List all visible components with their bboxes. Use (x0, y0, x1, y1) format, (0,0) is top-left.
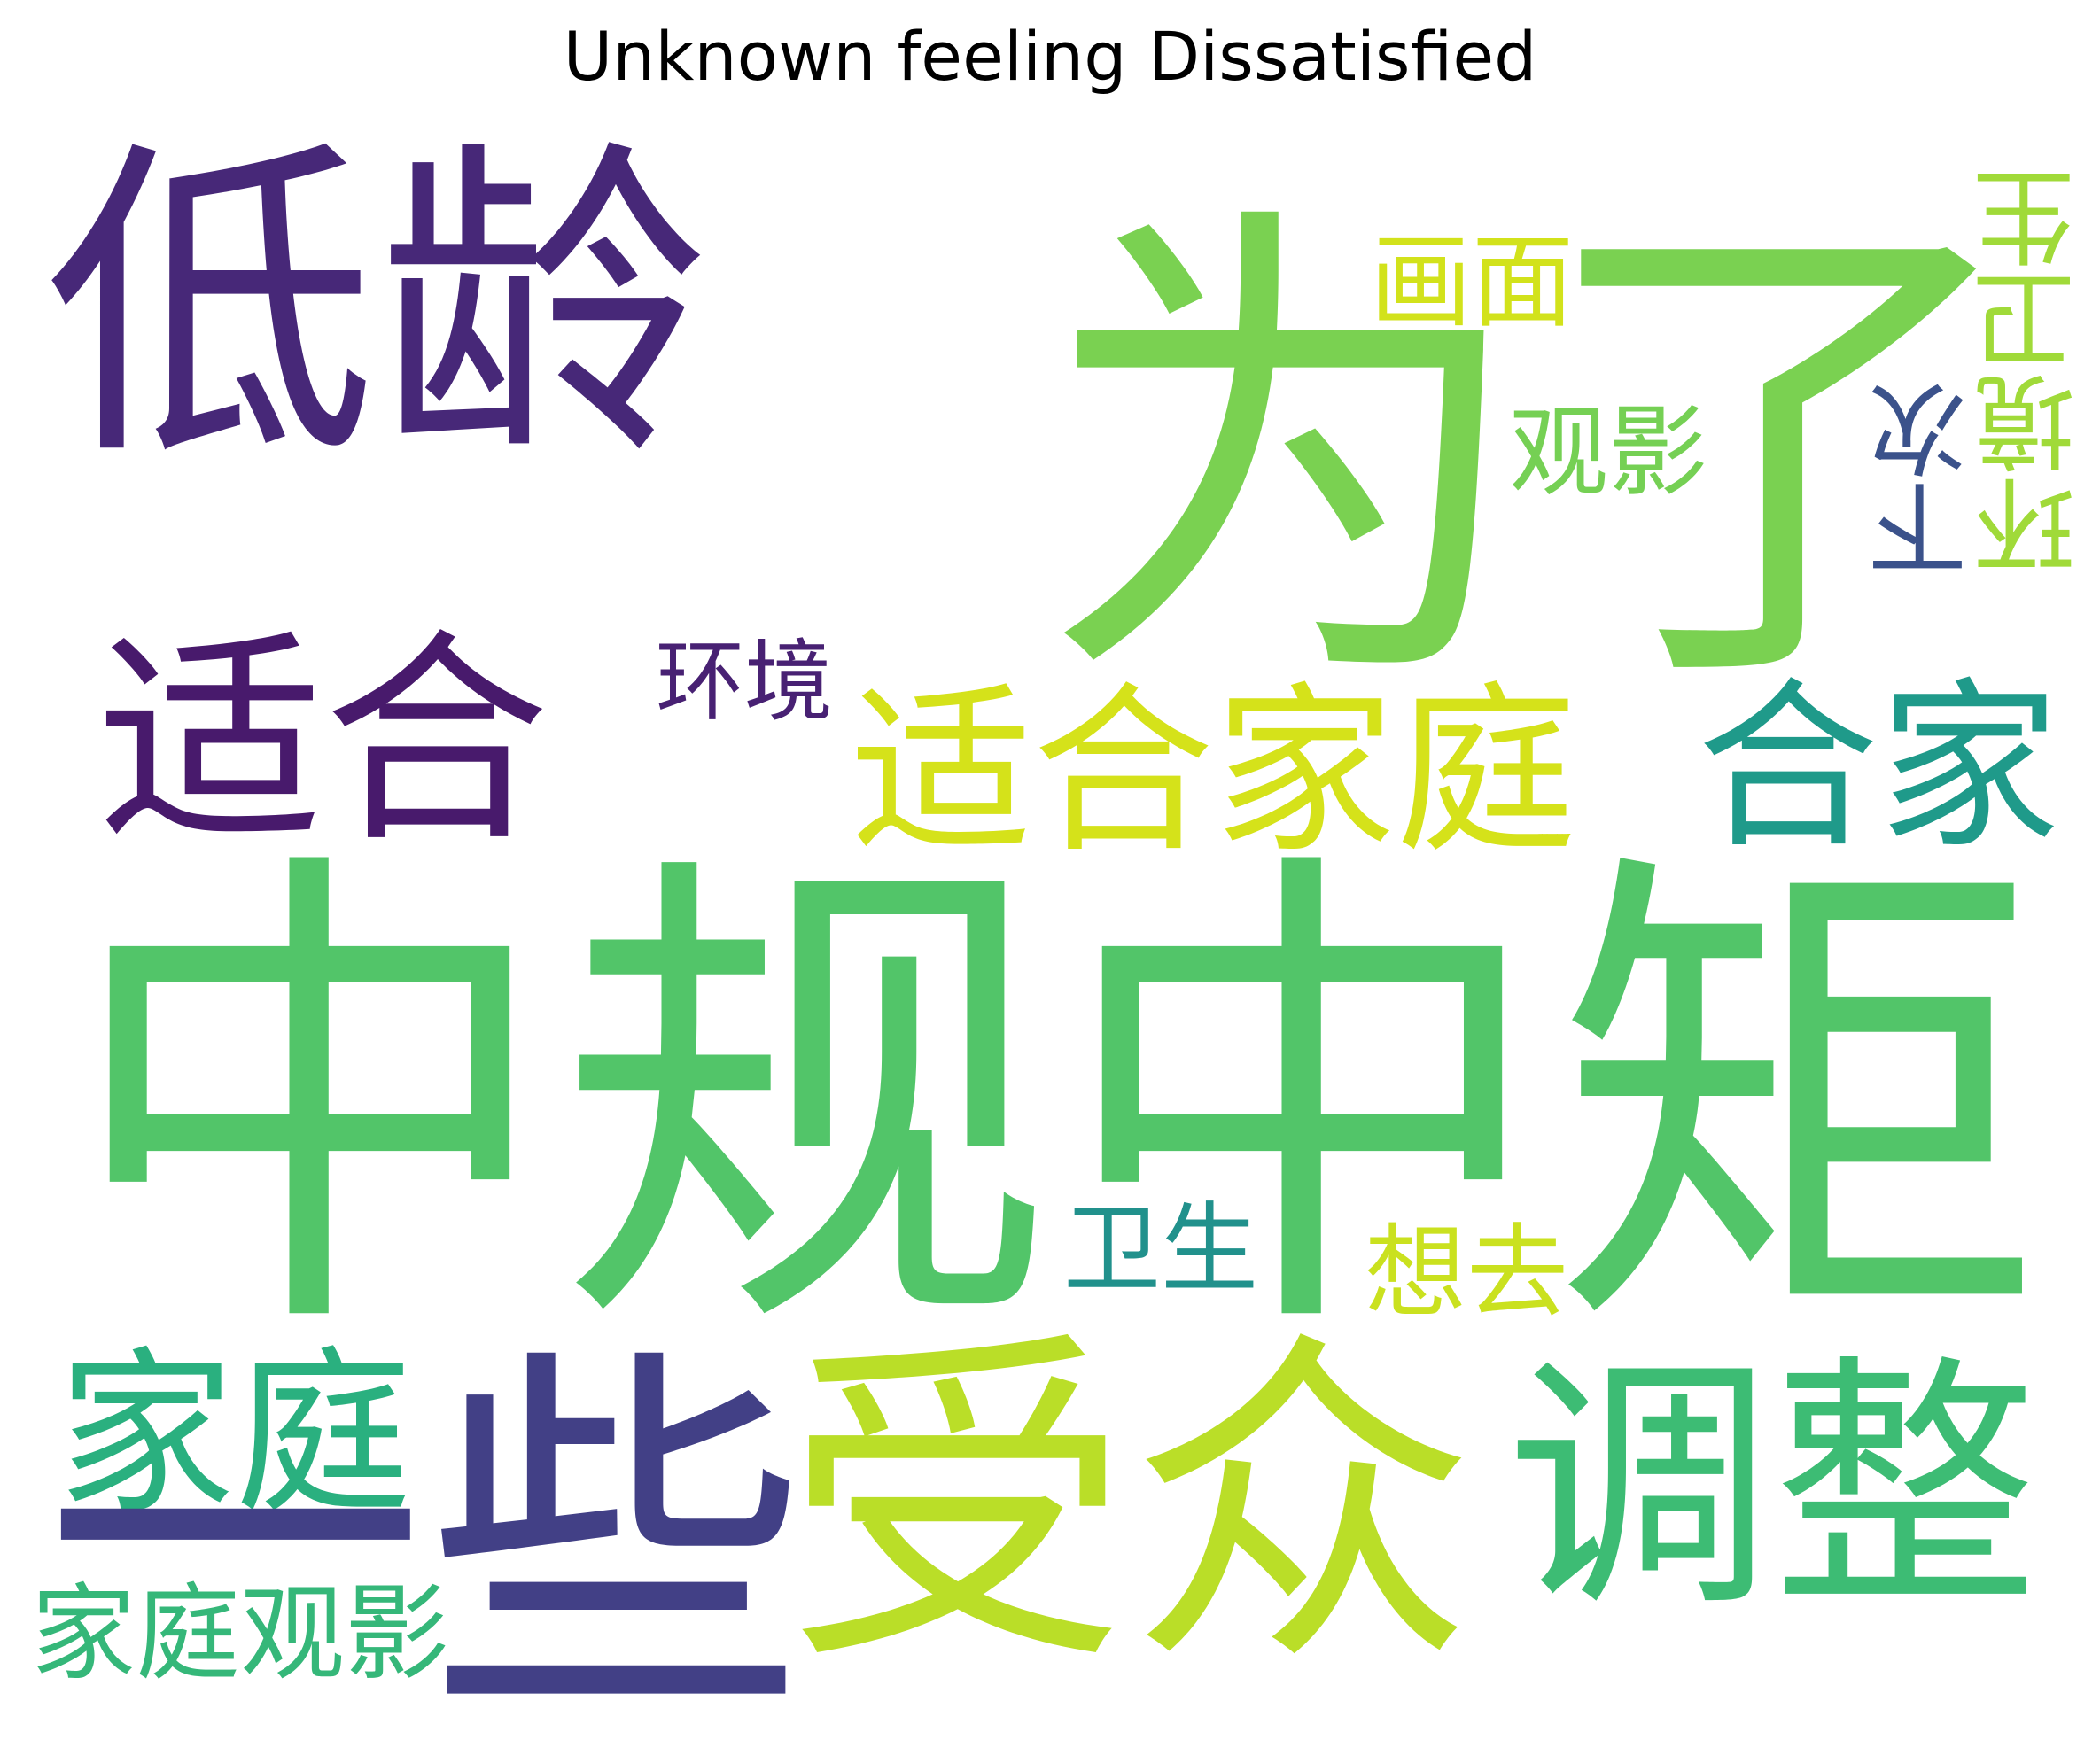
word-shouzhong: 受众 (784, 1305, 1475, 1707)
word-shihe-jiating: 适合家庭 (851, 667, 1577, 878)
word-hejia: 合家 (1697, 663, 2060, 874)
chart-title: Unknown feeling Dissatisfied (563, 17, 1537, 96)
word-huanjing-weisheng: 环境卫生 (1973, 167, 2093, 578)
word-zhonggui-zhongju: 中规中矩 (62, 814, 2047, 1392)
word-tiaozheng: 调整 (1506, 1333, 2038, 1643)
word-diling: 低龄 (44, 114, 709, 501)
word-huamian: 画面 (1370, 223, 1575, 342)
word-xiaci: 下次 (1869, 381, 1984, 579)
word-yixie: 一些 (44, 1320, 806, 1763)
word-shihe: 适合 (97, 610, 550, 874)
word-weile: 为了 (1037, 167, 2029, 745)
word-xiangqu: 想去 (1365, 1214, 1569, 1332)
word-huanjing: 环境 (656, 630, 833, 734)
word-jiating: 家庭 (58, 1332, 413, 1538)
word-cloud: 低龄 为了 画面 观影 下次 环境卫生 适合 环境 适合家庭 合家 中规中矩 卫… (31, 114, 2093, 1733)
word-jiating-guanying: 家庭观影 (31, 1573, 450, 1695)
word-weisheng: 卫生 (1063, 1192, 1258, 1306)
word-guanying: 观影 (1509, 395, 1707, 510)
